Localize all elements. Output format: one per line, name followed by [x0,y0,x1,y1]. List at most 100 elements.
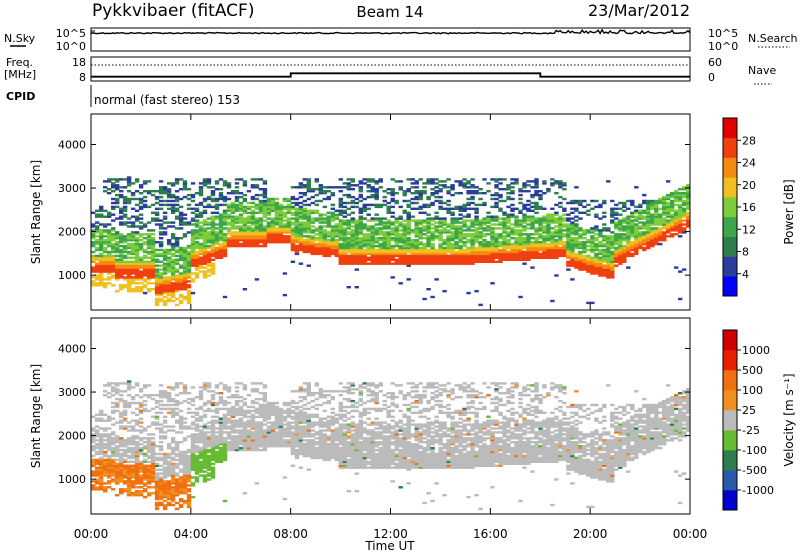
power-cell [418,231,423,234]
power-cell [666,229,671,232]
power-cell [138,260,144,263]
power-cell [542,242,547,246]
power-cell [470,248,475,252]
power-cell [107,192,112,195]
power-cell [198,252,204,256]
power-cell [358,221,363,224]
velocity-cell [174,407,180,411]
power-cell [686,190,691,193]
power-cell [107,260,112,263]
power-cell [206,246,212,250]
power-cell [202,274,208,277]
power-cell [426,242,431,246]
power-cell [298,246,304,250]
power-cell [658,221,663,224]
power-cell [370,229,375,232]
power-cell [210,241,216,244]
power-cell [126,266,132,269]
power-cell [506,233,511,236]
power-cell [586,266,591,269]
power-cell [162,266,168,269]
power-cell [306,241,311,244]
power-cell [422,246,427,250]
power-cell [474,219,479,222]
power-cell [594,256,599,259]
power-cell [254,229,260,232]
power-cell [318,227,323,230]
power-cell [326,221,331,224]
power-cell [550,227,555,230]
power-cell [450,258,455,261]
power-cell [570,248,575,252]
power-cell [322,250,327,254]
power-cell [458,241,463,244]
power-cell [686,188,691,191]
power-cell [330,192,335,195]
power-cell [610,262,615,265]
velocity-cell [111,437,116,440]
velocity-cell [158,403,164,407]
power-cell [426,254,431,258]
power-cell [138,205,144,209]
velocity-cell [111,394,116,397]
power-cell [126,242,132,246]
power-cell [130,182,136,185]
velocity-cell [99,478,104,481]
velocity-cell [119,399,124,403]
velocity-cell [158,429,164,432]
velocity-cell [154,462,160,465]
power-cell [574,227,579,230]
power-cell [378,262,383,265]
power-cell [206,244,212,248]
power-cell [630,242,635,246]
power-cell [158,242,164,246]
power-cell [546,250,551,254]
velocity-cell [134,466,140,469]
power-cell [570,262,575,265]
power-cell [162,295,168,299]
velocity-cell [115,448,120,452]
power-cell [246,217,252,220]
power-cell [574,233,579,236]
power-cell [230,211,236,214]
velocity-cell [170,413,176,416]
power-cell [494,256,499,259]
power-cell [158,288,164,291]
power-cell [562,233,567,236]
power-cell [462,237,467,240]
power-cell [458,180,463,183]
velocity-cell [119,427,124,430]
power-cell [618,256,623,259]
power-cell [186,203,192,207]
velocity-cell [170,448,176,452]
power-cell [218,237,224,240]
power-cell [366,244,371,248]
power-cell [294,217,300,220]
power-cell [650,235,655,238]
velocity-cell [170,446,176,450]
velocity-cell [122,405,128,409]
power-cell [107,229,112,232]
power-cell [346,219,351,222]
power-cell [642,233,647,236]
power-cell [674,211,679,214]
power-cell [510,209,515,212]
power-cell [662,201,667,205]
power-cell [174,182,180,185]
power-cell [358,186,363,189]
power-cell [318,233,323,236]
velocity-cell [158,482,164,485]
power-cell [394,244,399,248]
power-cell [614,211,619,214]
power-cell [142,280,148,283]
power-cell [182,280,188,283]
power-cell [330,229,335,232]
power-cell [214,215,220,218]
power-cell [162,272,168,275]
power-cell [174,297,180,301]
power-cell [562,197,567,201]
power-cell [446,203,451,207]
velocity-cell [150,462,156,465]
power-cell [366,186,371,189]
power-cell [142,195,148,199]
